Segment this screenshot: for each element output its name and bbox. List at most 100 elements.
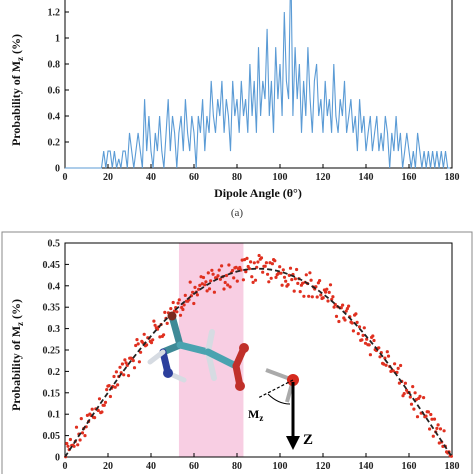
scatter-point	[279, 271, 283, 275]
scatter-point	[97, 397, 102, 401]
scatter-point	[435, 426, 439, 430]
scatter-point	[165, 321, 169, 325]
z-arrow-head-icon	[286, 436, 300, 450]
scatter-point	[360, 338, 364, 342]
scatter-point	[431, 434, 435, 438]
scatter-point	[182, 303, 186, 307]
scatter-point	[378, 355, 382, 359]
panel-a-x-tick-label: 120	[316, 172, 331, 183]
scatter-point	[292, 289, 296, 293]
scatter-point	[175, 310, 179, 314]
scatter-point	[197, 287, 201, 291]
panel-b-scatter-points	[64, 253, 453, 459]
scatter-point	[122, 373, 126, 377]
scatter-point	[414, 398, 418, 402]
scatter-point	[177, 298, 181, 302]
scatter-point	[324, 290, 328, 294]
scatter-point	[437, 441, 441, 445]
scatter-point	[253, 278, 258, 282]
scatter-point	[319, 293, 323, 297]
scatter-point	[238, 265, 242, 270]
scatter-point	[153, 323, 157, 327]
scatter-point	[263, 264, 267, 268]
panel-b-fit-curve	[64, 267, 453, 458]
moment-label-sub: z	[259, 413, 263, 423]
panel-b-x-tick-label: 60	[189, 461, 199, 472]
scatter-point	[205, 289, 209, 293]
scatter-point	[357, 325, 362, 329]
panel-a-x-tick-label: 0	[63, 172, 68, 183]
scatter-point	[171, 300, 175, 305]
scatter-point	[198, 283, 202, 287]
scatter-point	[124, 361, 128, 365]
scatter-point	[207, 287, 212, 291]
scatter-point	[72, 444, 76, 448]
panel-b-x-tick-label: 100	[273, 461, 288, 472]
scatter-point	[210, 268, 214, 272]
panel-a-ylabel-main: Probability of M	[9, 61, 23, 146]
scatter-point	[367, 343, 371, 347]
scatter-point	[247, 267, 251, 271]
scatter-point	[191, 290, 195, 294]
scatter-point	[310, 295, 314, 299]
moment-label-main: M	[248, 407, 259, 421]
scatter-point	[125, 363, 129, 367]
scatter-point	[261, 270, 265, 274]
scatter-point	[220, 264, 224, 268]
scatter-point	[278, 265, 282, 269]
scatter-point	[274, 275, 278, 279]
scatter-point	[267, 280, 271, 284]
scatter-point	[428, 427, 432, 431]
panel-b-x-tick-label: 80	[232, 461, 242, 472]
scatter-point	[286, 283, 290, 287]
panel-b-y-tick-label: 0.3	[48, 324, 61, 335]
scatter-point	[227, 263, 231, 267]
scatter-point	[363, 341, 368, 345]
scatter-point	[385, 350, 389, 354]
panel-b-chart: 0 0.05 0.1 0.15 0.2 0.25 0.3 0.35 0.4 0.45 0.5 0 20…	[1, 231, 473, 474]
panel-a-y-tick-label: 0.2	[48, 138, 61, 149]
scatter-point	[126, 374, 131, 378]
scatter-point	[241, 278, 245, 282]
scatter-point	[162, 333, 166, 337]
scatter-point	[245, 256, 249, 260]
scatter-point	[181, 307, 185, 312]
scatter-point	[135, 338, 139, 342]
scatter-point	[131, 359, 135, 363]
scatter-point	[298, 290, 302, 294]
scatter-point	[105, 388, 109, 392]
panel-b-x-tick-label: 140	[359, 461, 374, 472]
scatter-point	[226, 283, 230, 287]
scatter-point	[204, 280, 208, 284]
scatter-point	[424, 414, 428, 418]
panel-a-ylabel-tail: (%)	[9, 34, 23, 57]
scatter-point	[280, 283, 284, 287]
scatter-point	[293, 277, 297, 281]
scatter-point	[269, 276, 273, 280]
scatter-point	[282, 275, 287, 279]
scatter-point	[76, 443, 80, 447]
scatter-point	[78, 438, 82, 442]
molecule-atom	[167, 311, 177, 321]
scatter-point	[412, 407, 416, 411]
scatter-point	[326, 299, 330, 303]
panel-b-x-tick-label: 120	[316, 461, 331, 472]
scatter-point	[290, 278, 294, 282]
molecule-atom	[239, 343, 249, 353]
scatter-point	[120, 362, 124, 366]
scatter-point	[188, 280, 192, 284]
scatter-point	[344, 309, 348, 313]
dipole-vector	[257, 379, 294, 399]
scatter-point	[74, 425, 79, 429]
scatter-point	[266, 272, 270, 276]
scatter-point	[80, 431, 85, 435]
scatter-point	[149, 341, 154, 345]
scatter-point	[315, 295, 319, 299]
scatter-point	[201, 275, 206, 280]
scatter-point	[396, 366, 400, 370]
scatter-point	[230, 268, 235, 273]
scatter-point	[386, 354, 391, 358]
scatter-point	[403, 381, 407, 385]
scatter-point	[112, 374, 116, 379]
scatter-point	[355, 320, 359, 324]
